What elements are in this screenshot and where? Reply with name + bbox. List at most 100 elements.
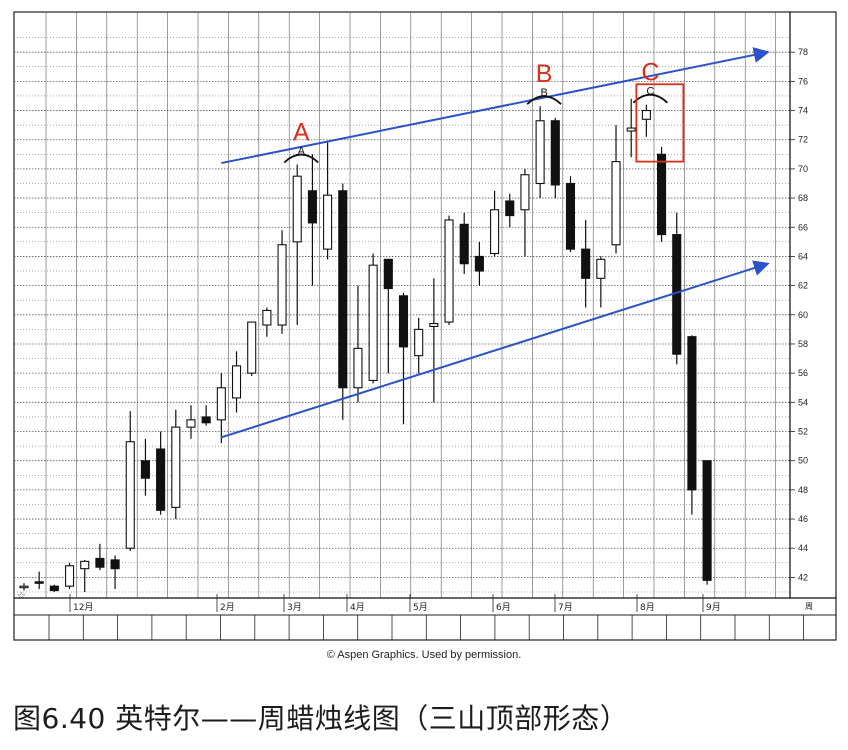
candle (277, 230, 287, 334)
y-tick-label: 52 (798, 427, 808, 437)
x-tick-label: 8月 (640, 602, 655, 613)
y-tick-label: 46 (798, 514, 808, 524)
candle-body (307, 190, 317, 224)
candle-body (581, 248, 591, 279)
candle (444, 215, 454, 326)
candle-body (186, 419, 196, 428)
candle-body (156, 448, 166, 511)
candle-body (398, 295, 409, 348)
candle-body (125, 441, 135, 549)
candle-body (535, 120, 545, 185)
candle-body (444, 219, 454, 323)
bottom-strip-frame (13, 597, 837, 641)
candle-body (140, 460, 150, 479)
x-tick-label: 7月 (558, 602, 573, 613)
candle (216, 373, 226, 444)
candle (641, 104, 651, 137)
candle-body (520, 174, 530, 211)
y-tick-label: 70 (798, 164, 808, 174)
candle-body (550, 120, 560, 186)
candle-body (49, 585, 59, 592)
candle (49, 584, 59, 592)
y-tick-label: 66 (798, 222, 808, 232)
candle (368, 253, 378, 384)
candle-body (505, 200, 515, 217)
y-tick-label: 76 (798, 76, 808, 86)
y-tick-label: 56 (798, 368, 808, 378)
x-tick-label: 4月 (350, 602, 365, 613)
y-tick-label: 64 (798, 251, 808, 261)
y-tick-label: 62 (798, 281, 808, 291)
y-tick-label: 58 (798, 339, 808, 349)
candle (535, 106, 545, 199)
candle (292, 164, 302, 326)
start-marker: ☆ (17, 591, 26, 602)
candle-body (565, 182, 576, 250)
candle (171, 409, 181, 520)
peak-label-C: C (641, 59, 659, 87)
trendline-lower (221, 260, 770, 439)
x-tick-label: 2月 (220, 602, 235, 613)
candle (459, 212, 469, 274)
y-tick-label: 50 (798, 456, 808, 466)
candle (80, 559, 90, 592)
highlight-box (635, 83, 685, 163)
candle-body (247, 321, 257, 374)
x-tick-label: 3月 (287, 602, 302, 613)
peak-label-B: B (536, 60, 553, 88)
figure-caption: 图6.40 英特尔——周蜡烛线图（三山顶部形态） (13, 702, 629, 735)
candle (657, 147, 667, 242)
candle (262, 307, 272, 337)
trendline-upper (221, 47, 770, 165)
x-tick-label: 9月 (706, 602, 721, 613)
candle-body (80, 560, 90, 570)
candle (702, 460, 712, 585)
candle-body (429, 322, 439, 328)
peak-arc-A (283, 153, 319, 164)
x-tick-label: 12月 (73, 602, 93, 613)
candle (414, 317, 424, 374)
candle-body (216, 387, 226, 421)
candle-body (323, 194, 333, 250)
candle (581, 219, 591, 308)
candle (383, 258, 393, 374)
candle-body (626, 127, 636, 132)
candle (140, 438, 150, 496)
peak-letter-C: C (646, 86, 654, 98)
candle-body (277, 244, 287, 326)
candles (19, 98, 712, 592)
candle (186, 405, 196, 439)
candle (156, 431, 166, 515)
candle (338, 183, 348, 420)
candle-body (414, 328, 424, 357)
candle (398, 292, 409, 425)
axis-frame (789, 11, 837, 599)
y-tick-label: 44 (798, 543, 808, 553)
x-tick-label: 5月 (413, 602, 428, 613)
candle (247, 321, 257, 377)
candle (505, 193, 515, 228)
candle-body (611, 161, 621, 246)
candle-body (702, 460, 712, 581)
y-tick-label: 78 (798, 47, 808, 57)
x-tick-label: 6月 (496, 602, 511, 613)
candle-body (231, 365, 242, 399)
candle-body (368, 264, 378, 381)
candle-body (95, 557, 105, 568)
y-tick-label: 60 (798, 310, 808, 320)
candle-body (474, 255, 484, 272)
price-axis: 42 44 46 48 50 52 54 56 58 60 62 64 66 68 70 72 74 76 78 12… (13, 47, 837, 641)
candle (110, 555, 120, 590)
candle (19, 583, 29, 591)
candle (34, 571, 44, 590)
candle-body (34, 581, 44, 584)
candle (550, 117, 560, 199)
candle-body (171, 426, 181, 508)
candle (323, 142, 333, 260)
peak-label-A: A (293, 119, 310, 147)
candle (125, 411, 135, 552)
candle-body (353, 347, 363, 389)
candle (201, 405, 211, 426)
y-tick-label: 48 (798, 485, 808, 495)
